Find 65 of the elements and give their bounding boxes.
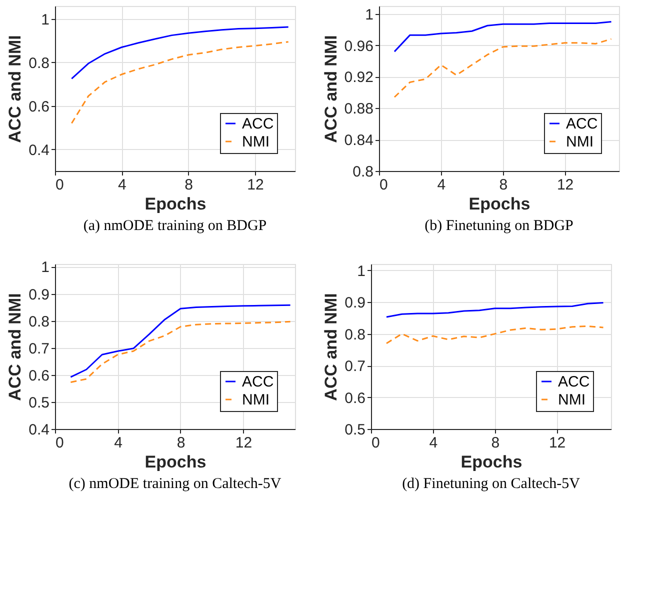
line-series [394, 20, 612, 52]
legend-label: ACC [242, 374, 274, 390]
y-tick-label: 0.6 [344, 390, 366, 407]
legend-label: NMI [242, 392, 270, 408]
y-tick-label: 0.4 [28, 422, 50, 438]
y-tick-label: 0.8 [28, 313, 50, 330]
y-tick-label: 0.84 [344, 132, 374, 150]
y-tick-label: 0.88 [344, 100, 374, 118]
y-tick-label: 0.5 [344, 422, 366, 438]
x-tick-label: 0 [56, 434, 64, 452]
line-series [70, 26, 290, 80]
x-tick-label: 8 [184, 176, 194, 194]
y-tick-label: 0.4 [28, 142, 50, 159]
x-tick-label: 12 [235, 434, 252, 452]
y-tick-label: 0.8 [352, 164, 374, 180]
y-tick-label: 0.6 [28, 98, 50, 116]
x-tick-label: 8 [176, 434, 186, 452]
legend-label: ACC [242, 116, 274, 132]
y-tick-label: 0.7 [344, 358, 366, 376]
x-tick-label: 0 [372, 434, 380, 452]
y-tick-label: 1 [41, 12, 50, 29]
y-tick-label: 0.8 [344, 326, 366, 344]
y-tick-label: 0.9 [344, 294, 366, 312]
x-tick-label: 12 [247, 176, 264, 194]
x-axis-title: Epochs [144, 452, 206, 472]
y-tick-label: 1 [357, 262, 366, 280]
text: (d) Finetuning on Caltech-5V [402, 476, 580, 492]
y-tick-label: 0.96 [344, 38, 374, 55]
legend-label: NMI [558, 392, 586, 408]
y-tick-label: 0.9 [28, 286, 50, 304]
x-tick-label: 12 [556, 176, 574, 194]
y-tick-label: 0.92 [344, 69, 374, 86]
x-tick-label: 8 [491, 434, 500, 452]
x-axis-title: Epochs [460, 452, 522, 472]
x-tick-label: 4 [114, 434, 122, 452]
text: (c) nmODE training on Caltech-5V [68, 476, 282, 492]
x-tick-label: 12 [548, 434, 566, 452]
legend-label: NMI [566, 134, 594, 150]
x-tick-label: 4 [437, 176, 446, 194]
y-tick-label: 0.6 [28, 367, 50, 384]
y-tick-label: 0.8 [28, 54, 50, 72]
line-series [70, 304, 292, 378]
y-axis-title: ACC and NMI [6, 35, 25, 143]
line-series [386, 302, 604, 318]
x-tick-label: 8 [499, 176, 508, 194]
x-tick-label: 4 [118, 176, 126, 194]
x-tick-label: 4 [429, 434, 438, 452]
y-axis-title: ACC and NMI [321, 35, 340, 143]
legend-label: ACC [566, 116, 598, 132]
legend-label: NMI [242, 134, 270, 150]
y-tick-label: 1 [365, 6, 374, 24]
y-axis-title: ACC and NMI [6, 293, 25, 401]
x-tick-label: 0 [56, 176, 64, 194]
x-axis-title: Epochs [468, 194, 530, 214]
legend-label: ACC [558, 374, 590, 390]
y-tick-label: 1 [41, 259, 50, 276]
y-axis-title: ACC and NMI [322, 293, 341, 401]
x-tick-label: 0 [380, 176, 388, 194]
text: (b) Finetuning on BDGP [424, 218, 574, 234]
x-axis-title: Epochs [144, 194, 206, 214]
y-tick-label: 0.7 [28, 340, 50, 358]
y-tick-label: 0.5 [28, 394, 50, 412]
text: (a) nmODE training on BDGP [83, 218, 267, 234]
line-series [386, 325, 604, 344]
line-series [394, 38, 612, 98]
